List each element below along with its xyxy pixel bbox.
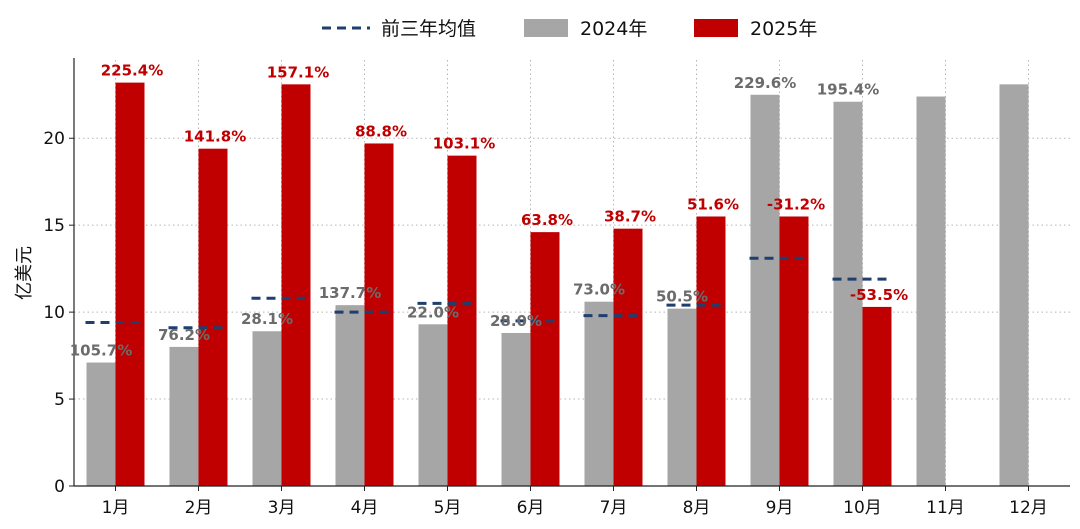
data-label-2025: 38.7% <box>604 208 656 226</box>
data-label-2024: 73.0% <box>573 281 625 299</box>
data-label-2025: 88.8% <box>355 122 407 140</box>
x-tick-label: 11月 <box>926 498 965 518</box>
data-label-2024: 137.7% <box>319 284 381 302</box>
x-tick-label: 2月 <box>185 498 213 518</box>
bar-2025 <box>779 216 809 486</box>
bar-2024 <box>750 94 780 486</box>
bar-2024 <box>86 362 116 486</box>
data-label-2025: 141.8% <box>184 128 246 146</box>
x-tick-label: 12月 <box>1009 498 1048 518</box>
data-label-2025: 63.8% <box>521 211 573 229</box>
data-label-2025: 103.1% <box>433 135 495 153</box>
legend-swatch-2025 <box>694 19 738 37</box>
average-lines <box>85 256 893 330</box>
bar-2025 <box>198 148 228 486</box>
bars <box>86 82 1029 487</box>
data-label-2024: 229.6% <box>734 74 796 92</box>
bar-2024 <box>169 346 199 486</box>
bar-2025 <box>613 228 643 486</box>
data-label-2024: 50.5% <box>656 288 708 306</box>
data-label-2025: 225.4% <box>101 62 163 80</box>
x-tick-label: 8月 <box>683 498 711 518</box>
bar-2025 <box>364 143 394 486</box>
bar-2024 <box>418 324 448 486</box>
bar-2024 <box>999 84 1029 486</box>
data-label-2025: 157.1% <box>267 63 329 81</box>
x-tick-label: 4月 <box>351 498 379 518</box>
x-tick-label: 5月 <box>434 498 462 518</box>
bar-2025 <box>115 82 145 487</box>
legend-label-2024: 2024年 <box>580 18 647 40</box>
y-tick-label: 5 <box>54 390 65 410</box>
data-label-2024: 28.1% <box>241 310 293 328</box>
axes: 0 5 10 15 20 1月 2月 3月 4月 5月 6月 7月 8月 9月 10月 11月 12月 <box>43 58 1070 518</box>
data-label-2025: 51.6% <box>687 195 739 213</box>
y-tick-label: 20 <box>43 129 65 149</box>
data-label-2024: 195.4% <box>817 81 879 99</box>
bar-2024 <box>916 96 946 486</box>
x-tick-label: 3月 <box>268 498 296 518</box>
y-tick-label: 0 <box>54 477 65 497</box>
data-label-2024: 28.0% <box>490 312 542 330</box>
data-labels: 105.7% 225.4% 76.2% 141.8% 28.1% 157.1% 137.7%… <box>70 62 908 360</box>
bar-2024 <box>584 301 614 486</box>
y-axis-label: 亿美元 <box>14 246 35 300</box>
bar-2025 <box>862 306 892 486</box>
bar-2025 <box>530 232 560 486</box>
legend-label-avg: 前三年均值 <box>381 18 476 40</box>
bar-2025 <box>447 155 477 486</box>
y-tick-label: 15 <box>43 216 65 236</box>
legend-label-2025: 2025年 <box>750 18 817 40</box>
bar-2025 <box>696 216 726 486</box>
data-label-2024: 76.2% <box>158 326 210 344</box>
legend: 前三年均值 2024年 2025年 <box>322 18 817 40</box>
data-label-2024: 22.0% <box>407 303 459 321</box>
legend-swatch-2024 <box>524 19 568 37</box>
x-tick-label: 10月 <box>843 498 882 518</box>
x-tick-label: 9月 <box>766 498 794 518</box>
bar-2024 <box>833 101 863 486</box>
bar-2024 <box>252 331 282 486</box>
y-tick-label: 10 <box>43 303 65 323</box>
data-label-2025: -31.2% <box>767 195 825 213</box>
x-tick-label: 1月 <box>102 498 130 518</box>
data-label-2025: -53.5% <box>850 286 908 304</box>
x-tick-label: 7月 <box>600 498 628 518</box>
bar-2024 <box>335 305 365 486</box>
bar-2024 <box>501 332 531 486</box>
data-label-2024: 105.7% <box>70 342 132 360</box>
bar-2024 <box>667 308 697 486</box>
x-tick-label: 6月 <box>517 498 545 518</box>
bar-2025 <box>281 84 311 486</box>
